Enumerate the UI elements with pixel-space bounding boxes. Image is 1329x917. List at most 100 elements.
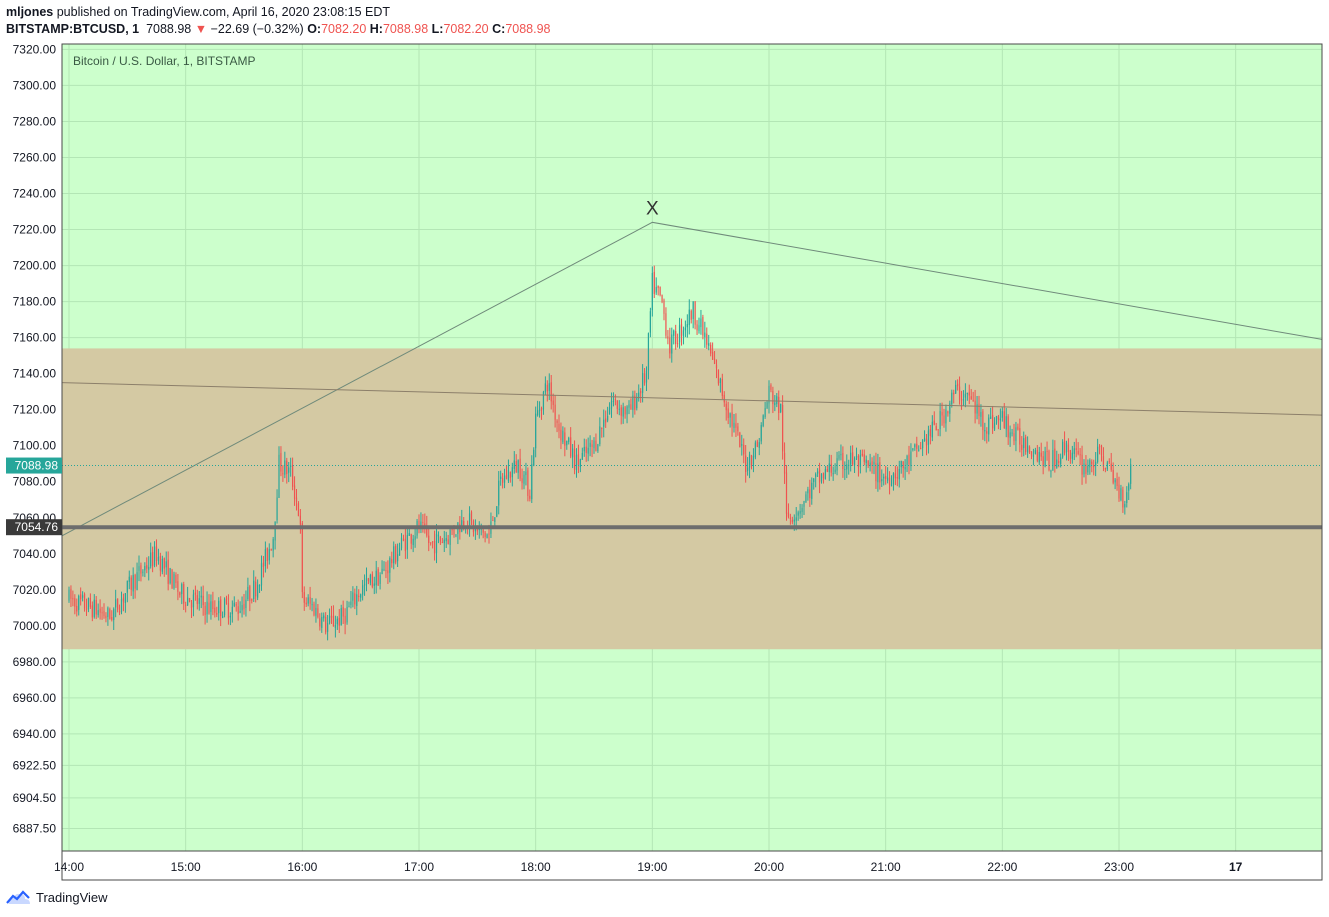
candle-body <box>945 409 947 424</box>
candle-body <box>1112 469 1114 483</box>
candle-body <box>680 323 683 337</box>
candle-body <box>840 454 842 456</box>
candle-body <box>1081 454 1083 475</box>
candle-body <box>428 535 430 544</box>
author-name[interactable]: mljones <box>6 5 54 19</box>
candle-body <box>789 517 791 520</box>
candle-body <box>83 594 86 609</box>
candle-body <box>340 608 342 626</box>
candle-body <box>690 310 692 320</box>
candle-body <box>1089 460 1091 468</box>
candle-body <box>988 417 990 435</box>
candle-body <box>702 317 704 336</box>
candle-body <box>344 615 346 624</box>
candle-body <box>426 525 428 536</box>
candle-body <box>323 615 325 619</box>
time-tick-label: 20:00 <box>754 860 784 874</box>
candle-body <box>1003 411 1005 429</box>
candle-body <box>239 611 241 613</box>
publish-info: published on TradingView.com, April 16, … <box>56 5 391 19</box>
candle-body <box>128 576 130 582</box>
down-arrow-icon: ▼ <box>194 22 208 36</box>
candle-body <box>748 454 751 468</box>
candle-body <box>330 615 333 618</box>
price-tick-label: 7280.00 <box>13 114 57 128</box>
candle-body <box>881 479 883 482</box>
candle-body <box>212 601 214 610</box>
candle-body <box>910 451 912 467</box>
candle-body <box>68 589 70 601</box>
range-zone <box>62 348 1322 650</box>
candle-body <box>1030 451 1033 456</box>
candle-body <box>1116 478 1118 486</box>
candle-body <box>1065 442 1068 453</box>
candle-body <box>583 446 585 452</box>
candle-body <box>883 476 885 479</box>
candle-body <box>1108 461 1110 463</box>
candle-body <box>478 529 480 531</box>
price-tick-label: 7300.00 <box>13 78 57 92</box>
candle-body <box>686 324 688 328</box>
candle-body <box>735 423 737 428</box>
candle-body <box>272 539 274 551</box>
candle-body <box>752 455 755 465</box>
candle-body <box>968 392 970 396</box>
candle-body <box>1056 459 1058 468</box>
candle-body <box>826 468 828 472</box>
candle-body <box>980 412 982 417</box>
candle-body <box>173 573 175 589</box>
candle-body <box>214 607 216 613</box>
candle-body <box>958 386 961 400</box>
candle-body <box>929 429 931 436</box>
candle-body <box>93 599 95 617</box>
candle-body <box>640 390 642 394</box>
last-price-badge-text: 7088.98 <box>15 459 59 473</box>
candle-body <box>865 459 867 464</box>
candle-body <box>521 478 523 483</box>
candle-body <box>451 528 453 531</box>
candle-body <box>503 475 506 483</box>
candle-body <box>774 402 776 406</box>
candle-body <box>227 603 230 619</box>
candle-body <box>288 467 290 473</box>
candle-body <box>1052 450 1054 471</box>
candle-body <box>103 610 105 617</box>
open-value: 7082.20 <box>321 22 367 36</box>
candle-body <box>573 449 576 470</box>
candle-body <box>925 438 928 446</box>
line-price-badge-text: 7054.76 <box>15 520 59 534</box>
candle-body <box>844 469 846 471</box>
candle-body <box>311 604 313 606</box>
candle-body <box>179 592 181 596</box>
candle-body <box>432 541 434 543</box>
candle-body <box>803 501 805 507</box>
candle-body <box>437 535 440 537</box>
candle-body <box>719 378 721 383</box>
candle-body <box>1104 467 1106 470</box>
candle-body <box>523 474 525 484</box>
candle-body <box>295 497 298 502</box>
candle-body <box>577 454 580 466</box>
candle-body <box>898 468 900 480</box>
candle-body <box>187 597 189 606</box>
candle-body <box>538 409 541 411</box>
candle-body <box>737 426 739 432</box>
time-tick-label: 17 <box>1229 860 1243 874</box>
candle-body <box>315 607 317 616</box>
candle-body <box>984 430 986 432</box>
candle-body <box>873 461 875 465</box>
candle-body <box>700 318 702 328</box>
candle-body <box>931 421 933 438</box>
candle-body <box>743 444 745 455</box>
candle-body <box>231 606 233 615</box>
candle-body <box>1027 445 1029 453</box>
candle-body <box>1019 428 1021 445</box>
candle-body <box>820 474 823 482</box>
footer-brand[interactable]: TradingView <box>6 889 108 905</box>
candle-body <box>955 384 957 394</box>
candle-body <box>117 598 119 610</box>
candle-body <box>303 592 305 603</box>
candle-body <box>1093 465 1095 468</box>
candle-body <box>612 400 615 402</box>
